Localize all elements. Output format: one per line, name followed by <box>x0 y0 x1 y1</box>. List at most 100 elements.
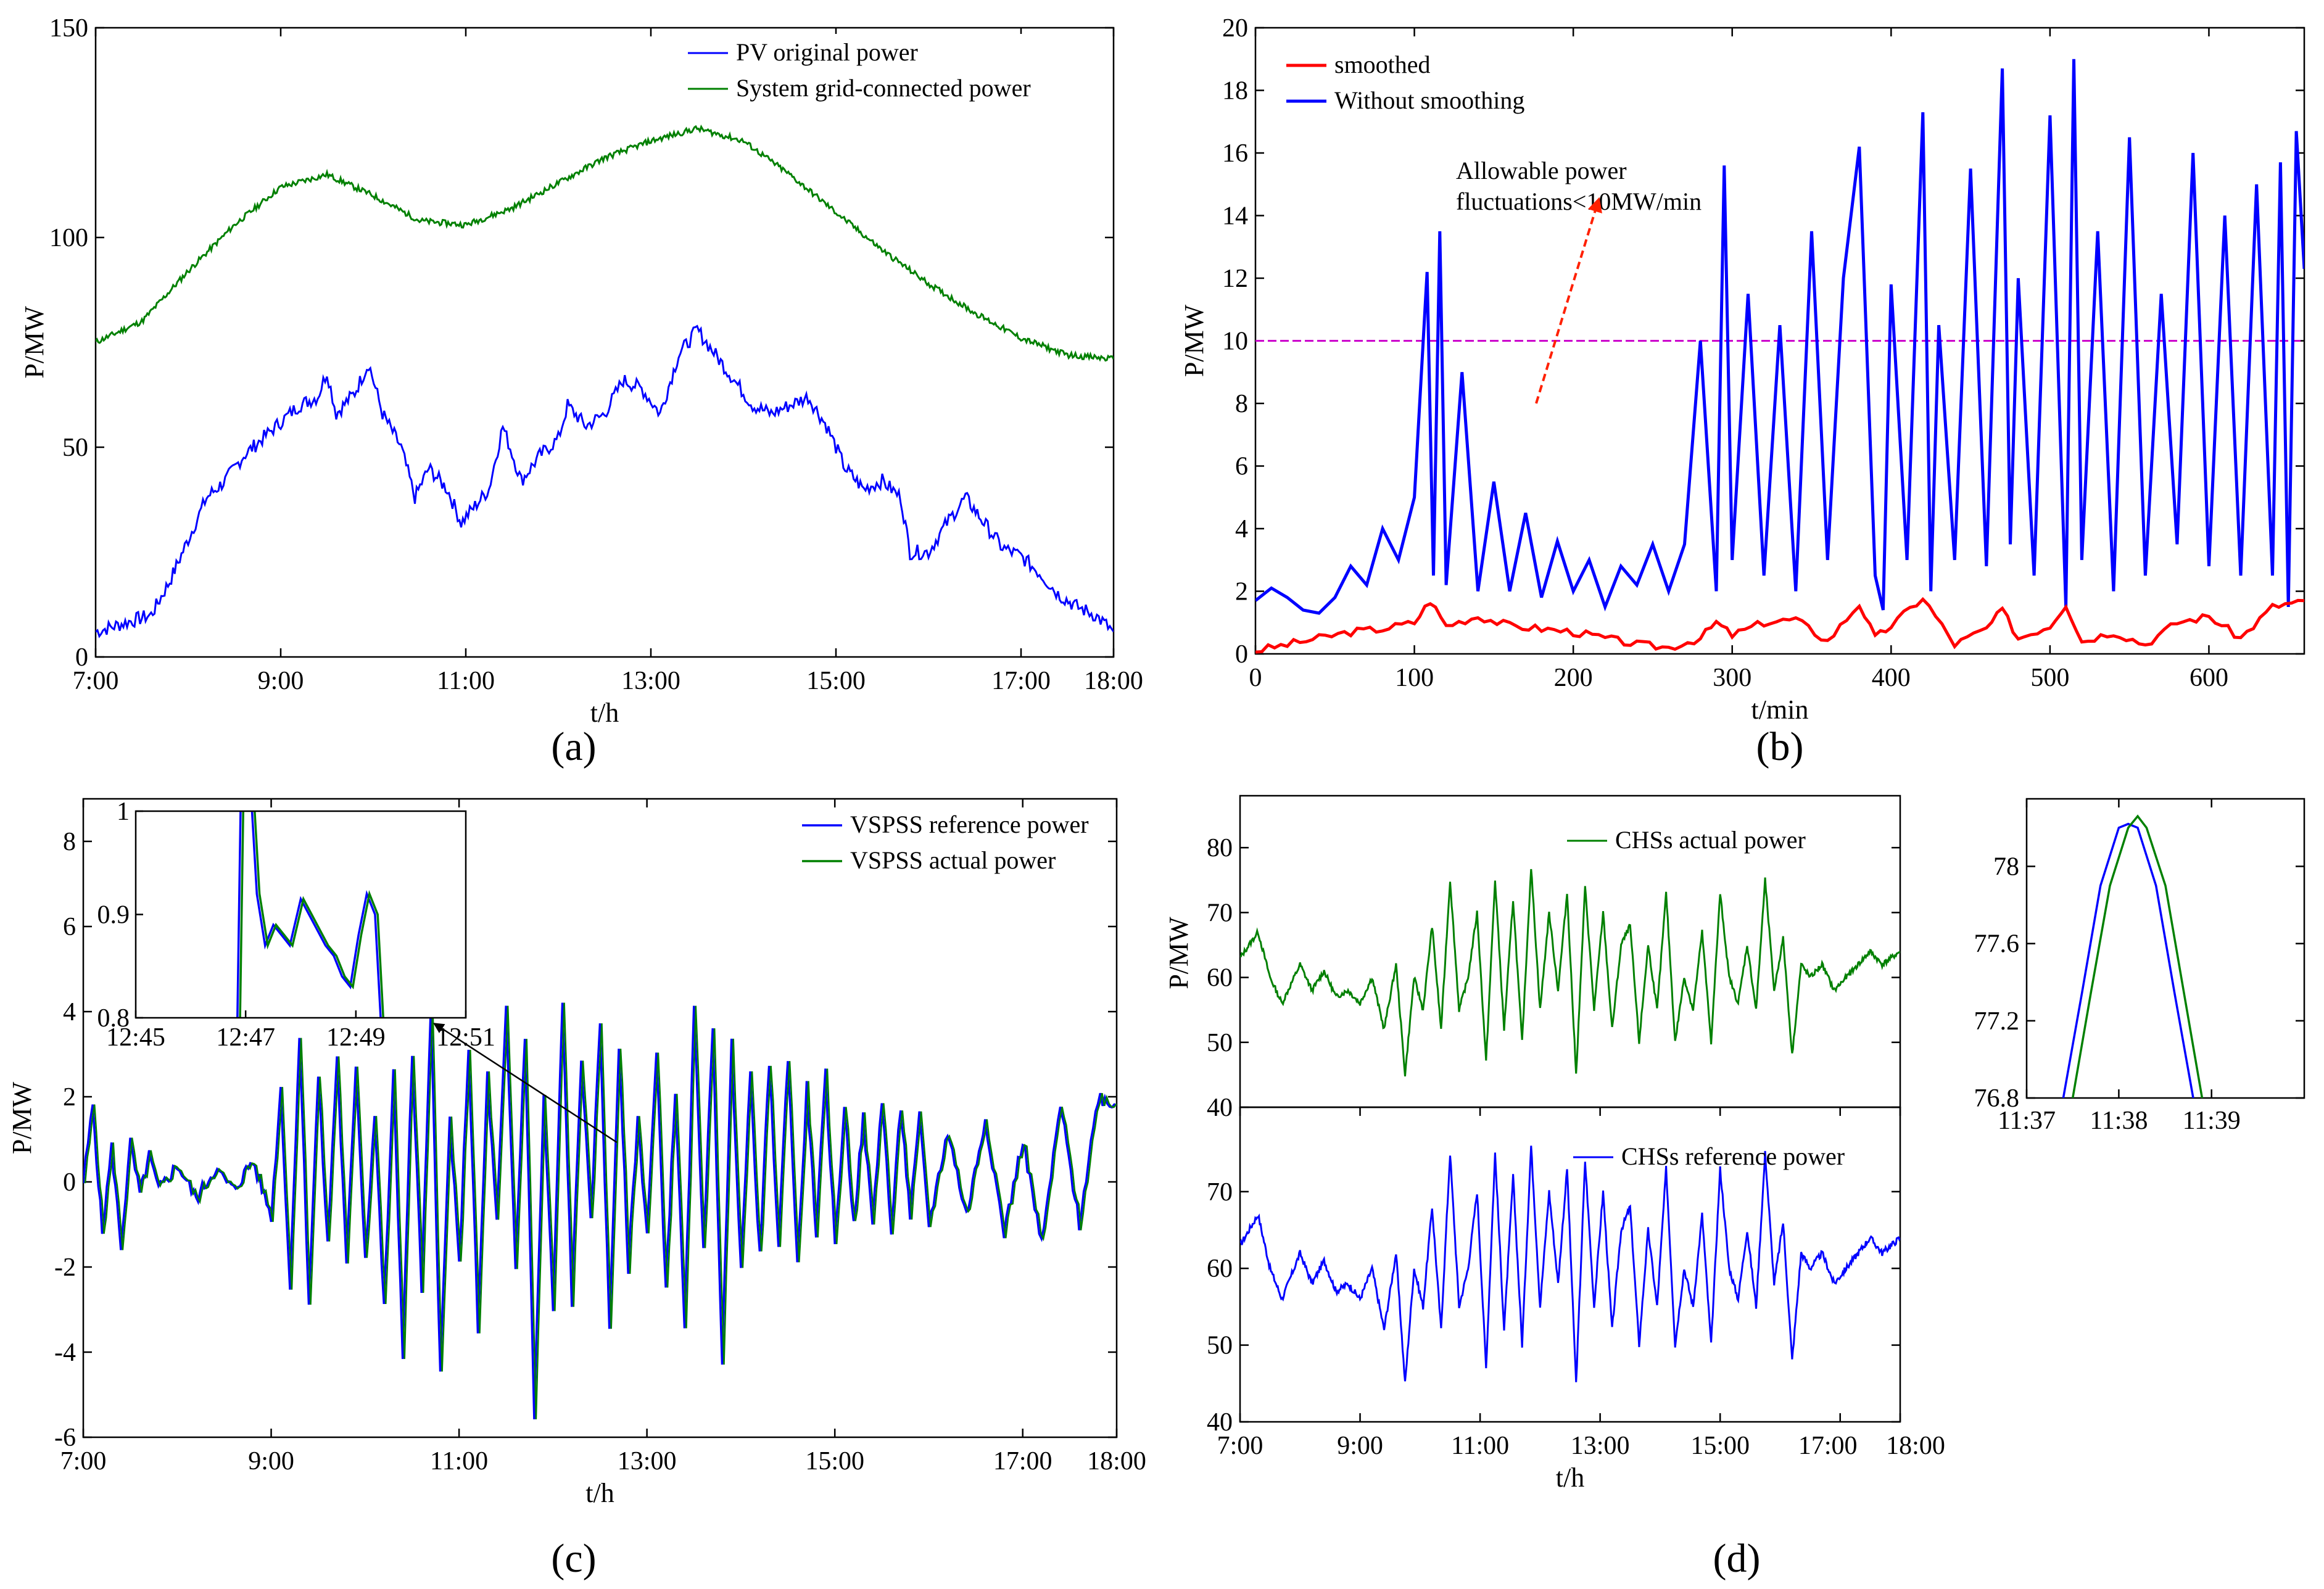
y-axis-label: P/MW <box>1164 917 1194 989</box>
x-tick-label: 11:00 <box>1451 1432 1509 1460</box>
caption-b: (b) <box>1756 724 1804 769</box>
y-tick-label: 6 <box>63 913 76 941</box>
y-tick-label: 50 <box>62 434 88 462</box>
legend-label: CHSs actual power <box>1615 826 1806 854</box>
series-group <box>83 1002 1117 1419</box>
y-tick-label: 6 <box>1235 453 1248 481</box>
x-tick-label: 15:00 <box>1690 1432 1750 1460</box>
y-tick-label: 8 <box>1235 390 1248 418</box>
y-axis-label: P/MW <box>7 1081 37 1154</box>
inset-zoom: 12:45 12:47 12:49 12:51 0.8 0.9 1 <box>97 798 495 1052</box>
y-tick-label: 12 <box>1222 265 1248 293</box>
x-tick-label: 9:00 <box>248 1447 294 1476</box>
y-tick-label: 4 <box>1235 515 1248 543</box>
x-tick-label: 0 <box>1249 664 1262 692</box>
y-tick-label: 77.2 <box>1974 1007 2020 1036</box>
x-tick-label: 9:00 <box>258 667 304 695</box>
x-tick-label: 11:37 <box>1998 1107 2056 1135</box>
annotation-line-2: fluctuations<10MW/min <box>1456 188 1702 215</box>
y-tick-label: 70 <box>1207 899 1233 927</box>
chart-b: 0 100 200 300 400 500 600 0 2 4 6 8 10 12 14 16 18 20 t/mi… <box>1179 14 2305 769</box>
legend-label: PV original power <box>736 38 918 66</box>
legend-label: VSPSS reference power <box>850 811 1089 838</box>
y-tick-label: 0 <box>63 1168 76 1197</box>
x-tick-label: 18:00 <box>1087 1447 1146 1476</box>
y-tick-label: 40 <box>1207 1094 1233 1122</box>
inset-x-tick-label: 12:51 <box>436 1023 495 1052</box>
inset-series-actual <box>239 811 384 1018</box>
inset-frame <box>134 810 467 1019</box>
legend-label: Without smoothing <box>1334 86 1524 114</box>
x-tick-label: 11:00 <box>437 667 495 695</box>
annotation-arrow <box>1535 197 1602 404</box>
y-tick-label: 0 <box>1235 640 1248 669</box>
x-tick-label: 400 <box>1872 664 1911 692</box>
x-tick-label: 15:00 <box>806 667 866 695</box>
chart-d: 40 50 60 70 80 P/MW CHSs actual power 7:00 9:00 1… <box>1164 794 2305 1581</box>
plot-frame <box>82 798 1118 1438</box>
y-tick-label: 18 <box>1222 77 1248 105</box>
x-axis-label: t/h <box>585 1478 614 1508</box>
y-tick-label: 0 <box>75 643 88 672</box>
series-chss-actual-power <box>1240 869 1900 1077</box>
y-tick-label: 60 <box>1207 964 1233 993</box>
chart-c: 7:00 9:00 11:00 13:00 15:00 17:00 18:00 -6 -4 -2 0… <box>7 798 1146 1581</box>
zoom-series-actual <box>2071 814 2204 1098</box>
series-chss-reference-power <box>1240 1145 1900 1382</box>
caption-d: (d) <box>1713 1536 1761 1581</box>
legend-label: VSPSS actual power <box>850 846 1056 874</box>
y-tick-label: 16 <box>1222 139 1248 168</box>
series-pv-original-power <box>96 324 1114 638</box>
y-tick-label: 60 <box>1207 1255 1233 1283</box>
zoom-pointer-arrow <box>433 1023 618 1144</box>
y-tick-label: 2 <box>63 1083 76 1112</box>
x-tick-label: 13:00 <box>1571 1432 1630 1460</box>
series-group <box>1240 1145 1900 1382</box>
y-tick-label: -4 <box>54 1339 76 1367</box>
inset-series-reference <box>236 811 382 1018</box>
x-tick-label: 11:00 <box>430 1447 488 1476</box>
series-vspss-reference-power <box>83 1002 1117 1419</box>
series-group <box>2062 814 2204 1098</box>
caption-c: (c) <box>551 1536 596 1581</box>
series-group <box>96 124 1114 638</box>
inset-y-tick-label: 0.8 <box>97 1004 130 1033</box>
x-tick-label: 18:00 <box>1084 667 1143 695</box>
inset-y-tick-label: 1 <box>117 798 130 826</box>
y-tick-label: 40 <box>1207 1408 1233 1437</box>
legend-box <box>682 34 1107 108</box>
y-tick-label: 70 <box>1207 1178 1233 1207</box>
inset-series-group <box>236 811 384 1018</box>
inset-x-tick-label: 12:45 <box>106 1023 165 1052</box>
plot-frame <box>94 27 1115 658</box>
inset-x-tick-label: 12:49 <box>326 1023 386 1052</box>
y-tick-label: 14 <box>1222 202 1248 231</box>
y-tick-label: 77.6 <box>1974 930 2020 959</box>
y-tick-label: 50 <box>1207 1029 1233 1057</box>
y-tick-label: 76.8 <box>1974 1084 2020 1113</box>
y-tick-label: 100 <box>49 224 88 252</box>
legend-label: CHSs reference power <box>1621 1142 1845 1170</box>
x-tick-label: 7:00 <box>73 667 119 695</box>
x-tick-label: 7:00 <box>1217 1432 1263 1460</box>
y-tick-label: -6 <box>54 1424 76 1452</box>
x-tick-label: 17:00 <box>1798 1432 1858 1460</box>
x-tick-label: 11:38 <box>2090 1107 2148 1135</box>
x-tick-label: 200 <box>1554 664 1593 692</box>
y-axis-label: P/MW <box>19 306 49 379</box>
x-tick-label: 100 <box>1395 664 1434 692</box>
x-tick-label: 300 <box>1713 664 1751 692</box>
series-without-smoothing <box>1255 59 2304 615</box>
x-tick-label: 13:00 <box>618 1447 677 1476</box>
x-axis-label: t/h <box>590 698 619 728</box>
series-vspss-actual-power <box>84 1002 1117 1419</box>
x-tick-label: 9:00 <box>1337 1432 1383 1460</box>
x-tick-label: 17:00 <box>993 1447 1052 1476</box>
y-tick-label: -2 <box>54 1253 76 1282</box>
x-tick-label: 15:00 <box>805 1447 864 1476</box>
x-tick-label: 17:00 <box>991 667 1051 695</box>
y-tick-label: 80 <box>1207 834 1233 862</box>
x-tick-label: 500 <box>2030 664 2069 692</box>
y-tick-label: 150 <box>49 14 88 43</box>
